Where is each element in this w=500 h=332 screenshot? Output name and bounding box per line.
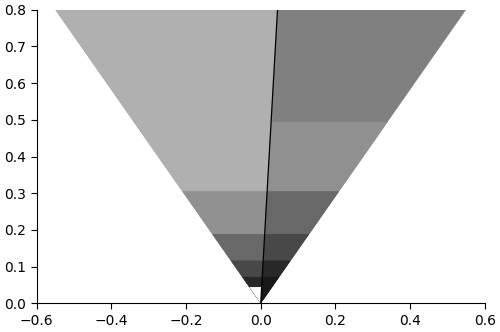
Polygon shape bbox=[182, 191, 267, 303]
Polygon shape bbox=[260, 261, 290, 303]
Polygon shape bbox=[260, 191, 339, 303]
Polygon shape bbox=[242, 277, 262, 303]
Polygon shape bbox=[230, 261, 263, 303]
Polygon shape bbox=[56, 10, 278, 303]
Polygon shape bbox=[260, 122, 388, 303]
Polygon shape bbox=[260, 234, 309, 303]
Polygon shape bbox=[250, 287, 262, 303]
Polygon shape bbox=[134, 122, 271, 303]
Polygon shape bbox=[260, 277, 279, 303]
Polygon shape bbox=[56, 10, 466, 303]
Polygon shape bbox=[212, 234, 264, 303]
